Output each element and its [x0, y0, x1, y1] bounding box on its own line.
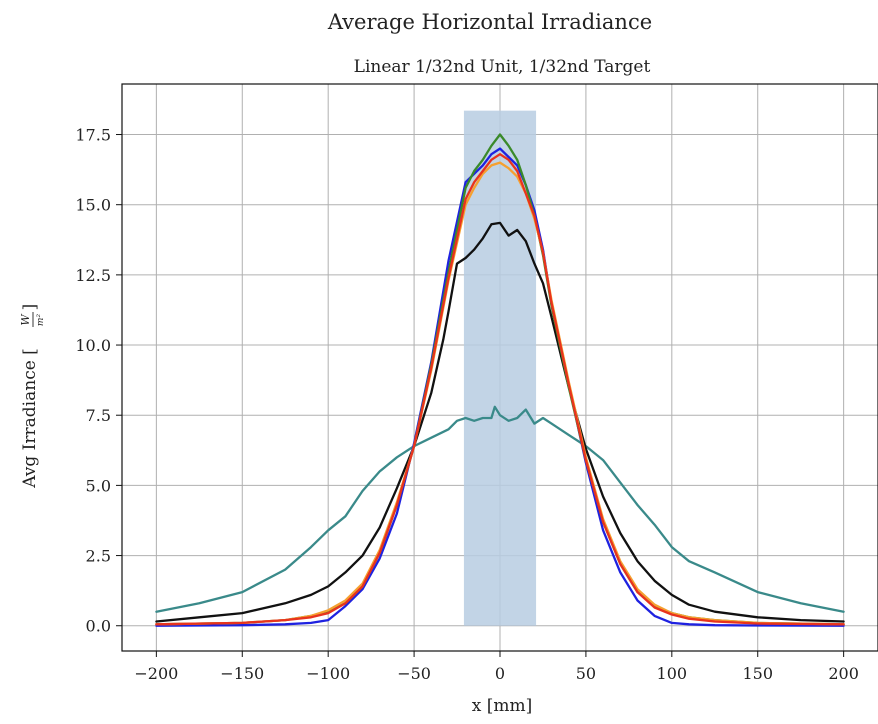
series-line-1 — [155, 405, 845, 613]
series-line-3 — [155, 147, 845, 627]
y-axis-label-close: ] — [20, 304, 40, 311]
y-tick-label: 0.0 — [86, 617, 111, 636]
x-tick-label: −200 — [134, 664, 178, 683]
y-axis-label-numerator: W — [19, 313, 32, 326]
x-tick-label: 150 — [742, 664, 773, 683]
series-layer — [155, 133, 845, 627]
series-line-5 — [155, 161, 845, 626]
x-tick-label: 50 — [576, 664, 596, 683]
y-tick-label: 17.5 — [75, 126, 111, 145]
y-tick-label: 5.0 — [86, 476, 111, 495]
svg-text:Avg Irradiance [: Avg Irradiance [ — [20, 348, 40, 489]
target-band-layer — [463, 110, 537, 626]
series-line-6 — [155, 153, 845, 626]
x-tick-label: −150 — [220, 664, 264, 683]
x-axis-label: x [mm] — [472, 696, 533, 716]
y-axis-label-denominator: m² — [36, 314, 46, 327]
x-tick-label: 0 — [495, 664, 505, 683]
x-tick-label: −100 — [306, 664, 350, 683]
y-tick-label: 7.5 — [86, 406, 111, 425]
target-band — [463, 110, 537, 626]
y-axis-label-main: Avg Irradiance [ — [20, 348, 40, 489]
x-tick-label: 200 — [828, 664, 859, 683]
y-tick-label: 10.0 — [75, 336, 111, 355]
y-axis-label: Avg Irradiance [ W m² ] — [19, 304, 46, 489]
x-tick-label: −50 — [397, 664, 431, 683]
y-tick-label: 2.5 — [86, 547, 111, 566]
chart-title: Average Horizontal Irradiance — [327, 10, 652, 34]
x-tick-label: 100 — [657, 664, 688, 683]
ticks: −200 −150 −100 −50 0 50 100 150 200 0.0 2.5 5.0 7.5 1… — [75, 126, 859, 683]
series-line-2 — [155, 221, 845, 623]
chart-subtitle: Linear 1/32nd Unit, 1/32nd Target — [354, 57, 651, 77]
y-tick-label: 15.0 — [75, 196, 111, 215]
y-tick-label: 12.5 — [75, 266, 111, 285]
